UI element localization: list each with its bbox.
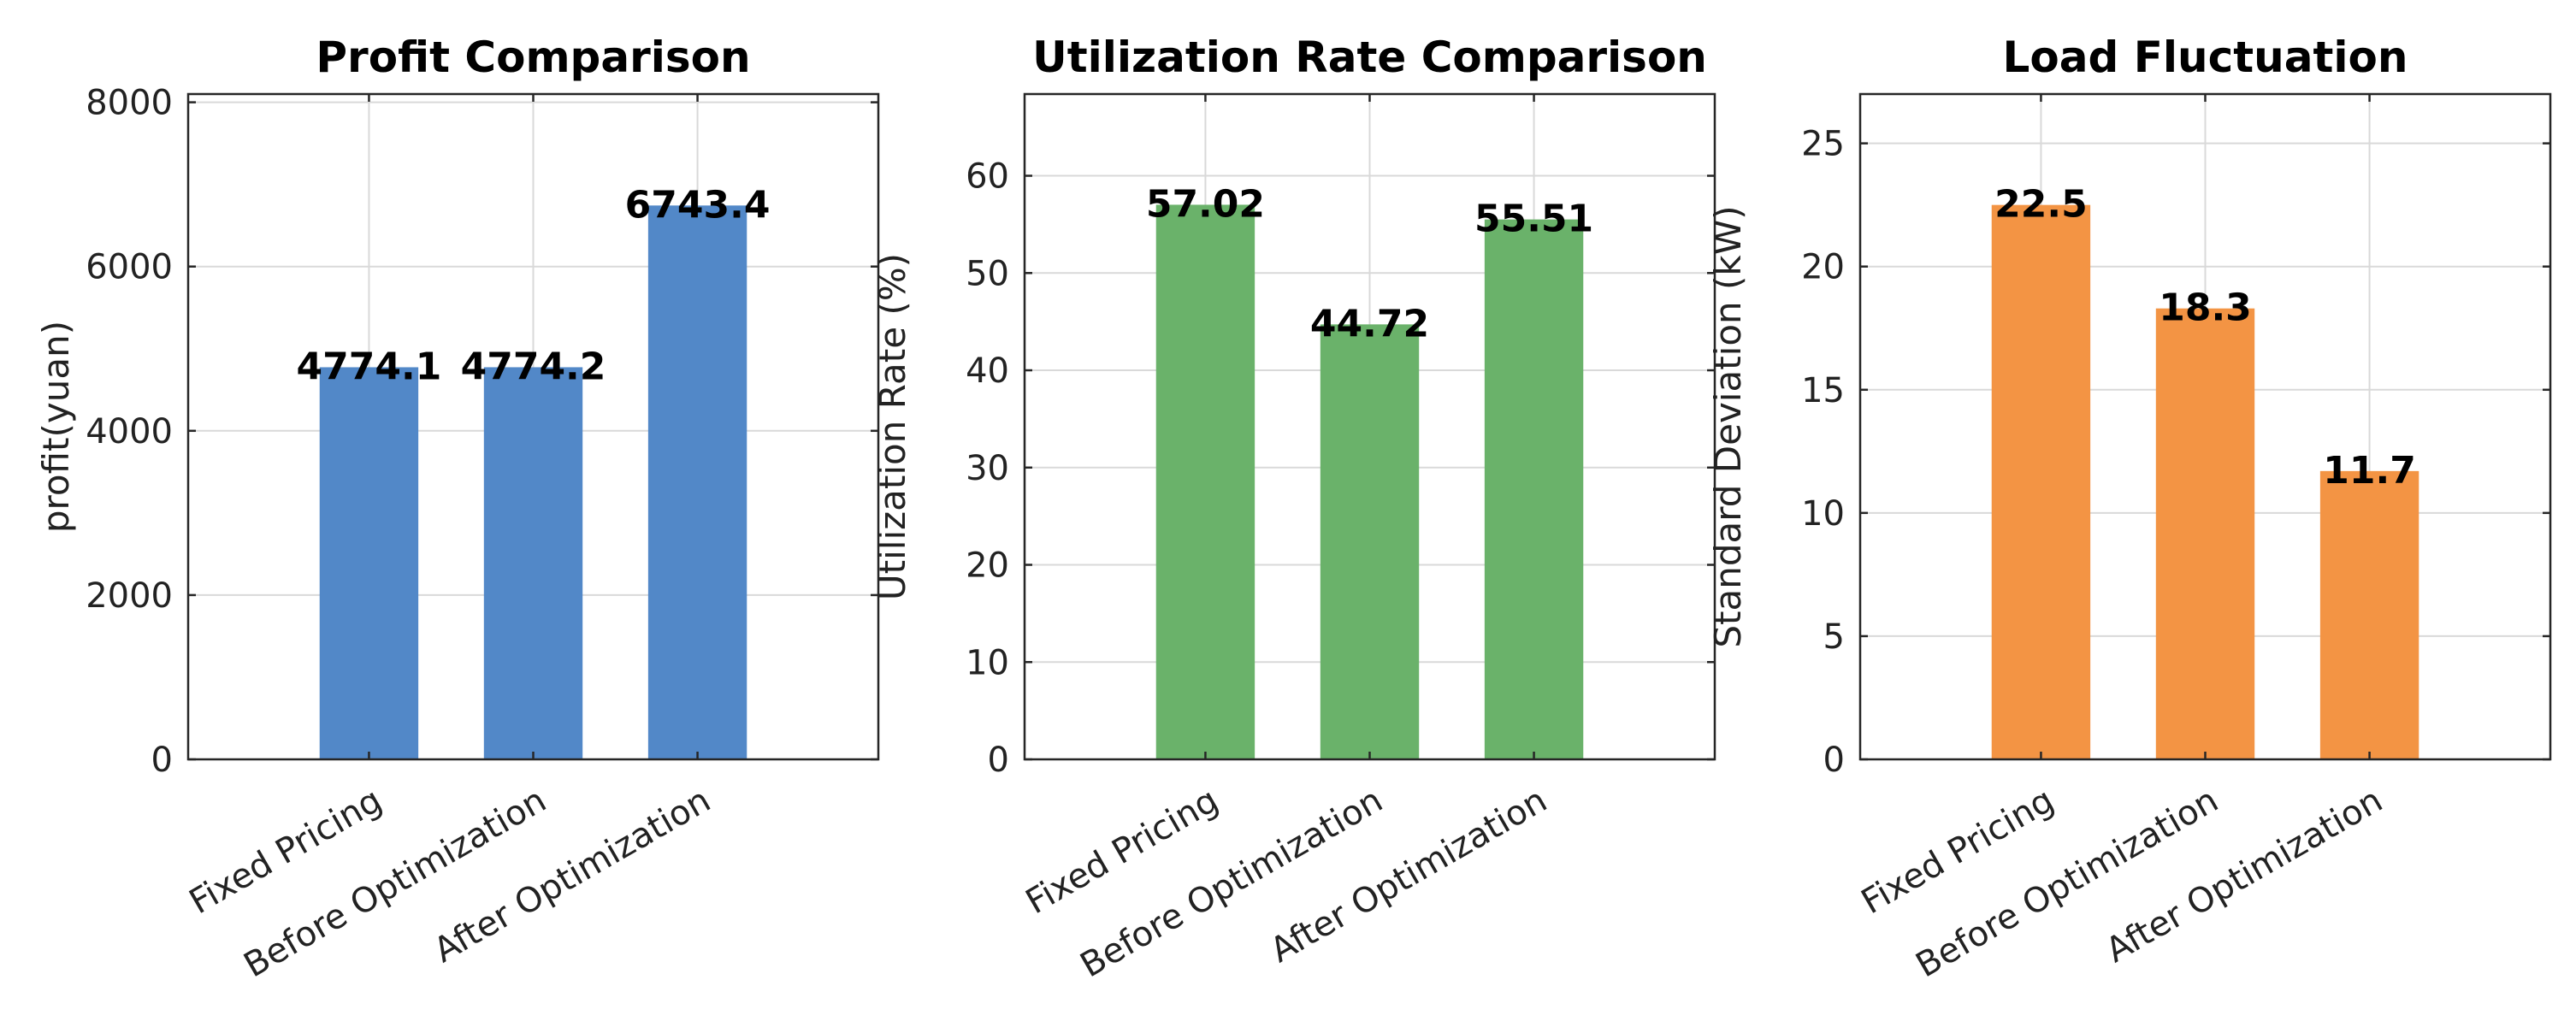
y-tick-label: 10 <box>966 643 1009 682</box>
data-label: 11.7 <box>2323 449 2416 493</box>
y-tick-label: 30 <box>966 449 1009 488</box>
bar-1 <box>1991 204 2091 759</box>
y-tick-label: 20 <box>966 546 1009 586</box>
y-tick-label: 5 <box>1823 617 1845 657</box>
y-tick-label: 40 <box>966 351 1009 391</box>
y-tick-label: 2000 <box>86 576 173 616</box>
y-tick-label: 15 <box>1801 371 1845 410</box>
bar-2 <box>2155 308 2255 759</box>
y-axis-label: profit(yuan) <box>35 321 77 533</box>
data-label: 6743.4 <box>625 183 771 227</box>
y-tick-label: 50 <box>966 254 1009 293</box>
data-label: 22.5 <box>1994 183 2088 227</box>
x-tick-label: After Optimization <box>2100 781 2390 971</box>
chart-title: Profit Comparison <box>316 32 750 82</box>
y-tick-label: 8000 <box>86 84 173 123</box>
bar-3 <box>2319 470 2419 759</box>
data-label: 4774.1 <box>297 345 442 388</box>
y-tick-label: 0 <box>988 741 1009 780</box>
x-tick-label: After Optimization <box>428 781 718 971</box>
y-axis-label: Standard Deviation (kW) <box>1707 205 1749 647</box>
x-tick-label: Before Optimization <box>1074 781 1390 986</box>
bar-1 <box>319 367 419 759</box>
y-tick-label: 0 <box>1823 741 1845 780</box>
y-tick-label: 0 <box>151 741 173 780</box>
data-label: 57.02 <box>1146 182 1265 226</box>
y-tick-label: 25 <box>1801 125 1845 164</box>
bar-2 <box>483 367 583 759</box>
x-tick-label: After Optimization <box>1264 781 1554 971</box>
y-tick-label: 4000 <box>86 412 173 452</box>
bar-3 <box>1484 219 1584 759</box>
data-label: 4774.2 <box>461 345 606 388</box>
y-tick-label: 20 <box>1801 248 1845 287</box>
y-tick-label: 10 <box>1801 494 1845 534</box>
bar-2 <box>1320 324 1420 759</box>
y-tick-label: 6000 <box>86 248 173 287</box>
chart-title: Load Fluctuation <box>2003 32 2408 82</box>
bar-3 <box>647 205 747 759</box>
bar-1 <box>1155 204 1256 759</box>
data-label: 55.51 <box>1474 198 1593 241</box>
x-tick-label: Before Optimization <box>1910 781 2225 986</box>
x-tick-label: Before Optimization <box>238 781 553 986</box>
data-label: 44.72 <box>1310 302 1429 345</box>
data-label: 18.3 <box>2159 286 2252 330</box>
y-tick-label: 60 <box>966 157 1009 197</box>
chart-title: Utilization Rate Comparison <box>1032 32 1707 82</box>
y-axis-label: Utilization Rate (%) <box>871 253 913 600</box>
